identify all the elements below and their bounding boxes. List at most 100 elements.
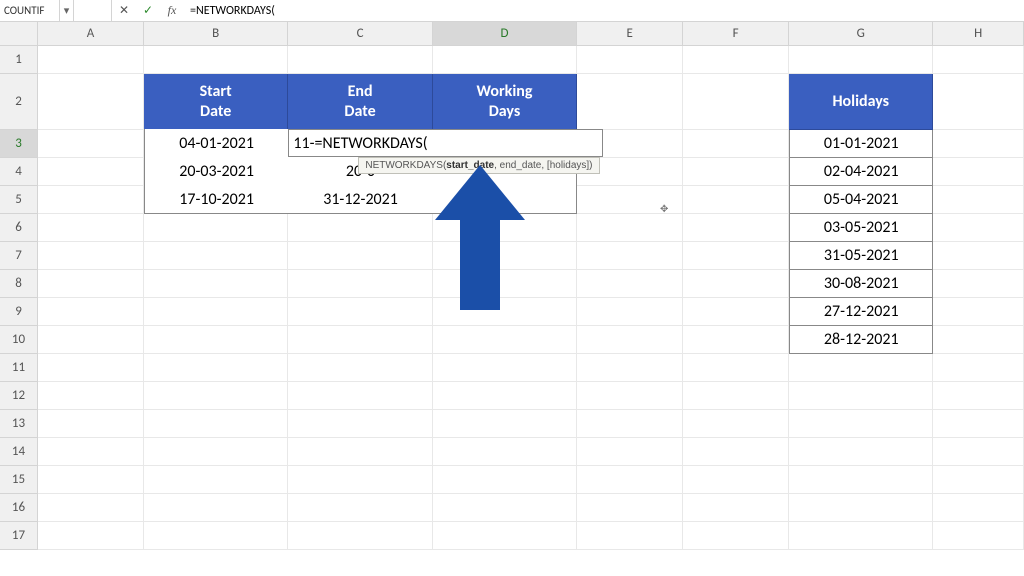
formula-input[interactable]: =NETWORKDAYS( [184, 0, 1024, 21]
cell-H12[interactable] [933, 382, 1024, 410]
cell-G15[interactable] [789, 466, 933, 494]
cell-A3[interactable] [38, 130, 144, 158]
cell-C7[interactable] [288, 242, 432, 270]
cell-H3[interactable] [933, 130, 1024, 158]
cell-H6[interactable] [933, 214, 1024, 242]
cell-H14[interactable] [933, 438, 1024, 466]
cell-F6[interactable] [683, 214, 789, 242]
cell-A11[interactable] [38, 354, 144, 382]
cell-H1[interactable] [933, 46, 1024, 74]
cell-D11[interactable] [433, 354, 577, 382]
cell-F5[interactable] [683, 186, 789, 214]
cell-G13[interactable] [789, 410, 933, 438]
cell-C10[interactable] [288, 326, 432, 354]
cell-G9[interactable]: 27-12-2021 [789, 298, 933, 326]
cell-F2[interactable] [683, 74, 789, 130]
cell-C16[interactable] [288, 494, 432, 522]
cell-F15[interactable] [683, 466, 789, 494]
cell-F4[interactable] [683, 158, 789, 186]
cell-B12[interactable] [144, 382, 288, 410]
cell-B7[interactable] [144, 242, 288, 270]
cell-F14[interactable] [683, 438, 789, 466]
cell-F13[interactable] [683, 410, 789, 438]
cell-E15[interactable] [577, 466, 683, 494]
cell-F7[interactable] [683, 242, 789, 270]
row-header-6[interactable]: 6 [0, 214, 38, 242]
row-header-17[interactable]: 17 [0, 522, 38, 550]
cell-E1[interactable] [577, 46, 683, 74]
cell-E10[interactable] [577, 326, 683, 354]
select-all-corner[interactable] [0, 22, 38, 46]
cell-H17[interactable] [933, 522, 1024, 550]
row-header-12[interactable]: 12 [0, 382, 38, 410]
cell-C14[interactable] [288, 438, 432, 466]
cell-H7[interactable] [933, 242, 1024, 270]
cell-B10[interactable] [144, 326, 288, 354]
cell-E14[interactable] [577, 438, 683, 466]
row-header-1[interactable]: 1 [0, 46, 38, 74]
cell-A9[interactable] [38, 298, 144, 326]
cell-E13[interactable] [577, 410, 683, 438]
cell-C13[interactable] [288, 410, 432, 438]
cell-A2[interactable] [38, 74, 144, 130]
cell-G4[interactable]: 02-04-2021 [789, 158, 933, 186]
cell-G3[interactable]: 01-01-2021 [789, 130, 933, 158]
cell-F16[interactable] [683, 494, 789, 522]
cell-D16[interactable] [433, 494, 577, 522]
cell-F11[interactable] [683, 354, 789, 382]
cell-B14[interactable] [144, 438, 288, 466]
cell-C8[interactable] [288, 270, 432, 298]
grid[interactable]: StartDateEndDateWorkingDaysHolidays04-01… [38, 46, 1024, 576]
row-header-2[interactable]: 2 [0, 74, 38, 130]
row-header-9[interactable]: 9 [0, 298, 38, 326]
col-header-B[interactable]: B [144, 22, 288, 46]
cell-E9[interactable] [577, 298, 683, 326]
cell-G10[interactable]: 28-12-2021 [789, 326, 933, 354]
cell-H4[interactable] [933, 158, 1024, 186]
cell-A17[interactable] [38, 522, 144, 550]
cell-F3[interactable] [683, 130, 789, 158]
cell-E2[interactable] [577, 74, 683, 130]
col-header-C[interactable]: C [288, 22, 432, 46]
cell-G17[interactable] [789, 522, 933, 550]
col-header-G[interactable]: G [789, 22, 933, 46]
cell-B11[interactable] [144, 354, 288, 382]
cell-D15[interactable] [433, 466, 577, 494]
cell-C6[interactable] [288, 214, 432, 242]
cell-A7[interactable] [38, 242, 144, 270]
cell-A4[interactable] [38, 158, 144, 186]
cell-B4[interactable]: 20-03-2021 [144, 157, 288, 186]
cell-A15[interactable] [38, 466, 144, 494]
cell-D14[interactable] [433, 438, 577, 466]
cell-E6[interactable] [577, 214, 683, 242]
cell-B2[interactable]: StartDate [144, 74, 288, 130]
cell-C17[interactable] [288, 522, 432, 550]
cell-D17[interactable] [433, 522, 577, 550]
col-header-E[interactable]: E [577, 22, 683, 46]
cell-F10[interactable] [683, 326, 789, 354]
fx-icon[interactable]: fx [160, 0, 184, 21]
cell-E8[interactable] [577, 270, 683, 298]
cell-C9[interactable] [288, 298, 432, 326]
col-header-A[interactable]: A [38, 22, 144, 46]
cell-G8[interactable]: 30-08-2021 [789, 270, 933, 298]
cell-F17[interactable] [683, 522, 789, 550]
cell-B9[interactable] [144, 298, 288, 326]
cell-C2[interactable]: EndDate [288, 74, 432, 130]
cell-B13[interactable] [144, 410, 288, 438]
cell-H10[interactable] [933, 326, 1024, 354]
cell-G6[interactable]: 03-05-2021 [789, 214, 933, 242]
cell-G5[interactable]: 05-04-2021 [789, 186, 933, 214]
col-header-H[interactable]: H [933, 22, 1024, 46]
row-header-15[interactable]: 15 [0, 466, 38, 494]
cell-B17[interactable] [144, 522, 288, 550]
cell-E17[interactable] [577, 522, 683, 550]
cell-H11[interactable] [933, 354, 1024, 382]
cell-H15[interactable] [933, 466, 1024, 494]
cell-A6[interactable] [38, 214, 144, 242]
cell-C3[interactable]: 11-=NETWORKDAYS(NETWORKDAYS(start_date, … [288, 129, 432, 158]
col-header-D[interactable]: D [433, 22, 577, 46]
cell-F1[interactable] [683, 46, 789, 74]
cell-F12[interactable] [683, 382, 789, 410]
enter-icon[interactable]: ✓ [136, 0, 160, 21]
